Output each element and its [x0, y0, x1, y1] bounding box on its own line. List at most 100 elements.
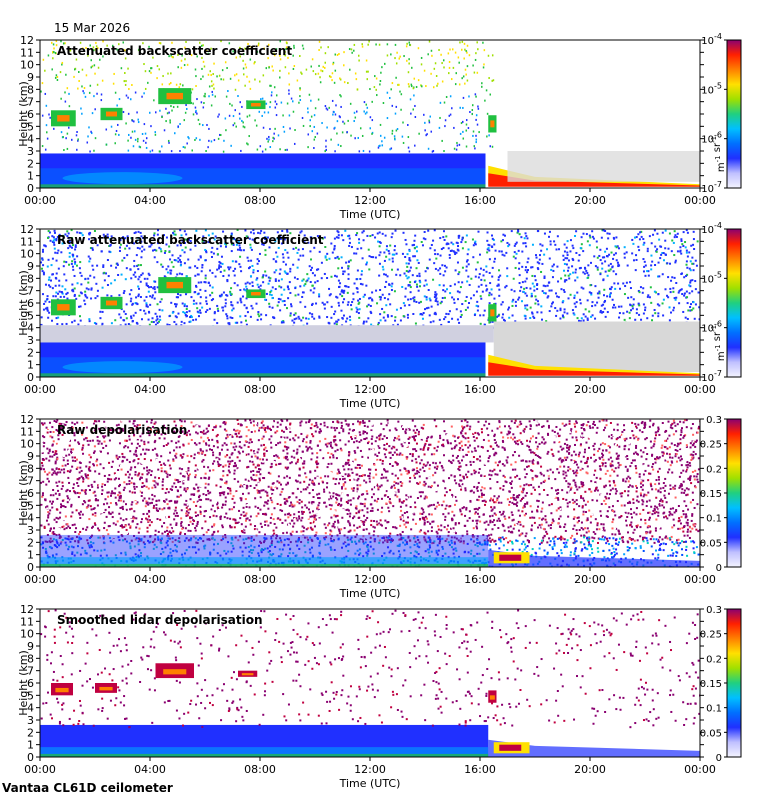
y-axis-label: Height (km) — [17, 650, 30, 716]
heatmap-field — [40, 229, 700, 377]
x-tick-label: 08:00 — [244, 194, 276, 207]
y-axis-label: Height (km) — [17, 81, 30, 147]
x-tick-label: 00:00 — [684, 383, 716, 396]
y-tick-label: 4 — [27, 512, 34, 525]
y-tick-label: 9 — [27, 640, 34, 653]
x-tick-label: 00:00 — [684, 573, 716, 586]
y-tick-label: 6 — [27, 487, 34, 500]
y-tick-label: 8 — [27, 462, 34, 475]
y-tick-label: 2 — [27, 536, 34, 549]
y-tick-label: 10 — [20, 59, 34, 72]
x-tick-label: 16:00 — [464, 573, 496, 586]
y-tick-label: 6 — [27, 108, 34, 121]
y-tick-label: 0 — [27, 371, 34, 384]
colorbar-tick-label: 10-5 — [701, 270, 722, 285]
panel-title: Raw attenuated backscatter coefficient — [57, 233, 324, 247]
y-tick-label: 12 — [20, 603, 34, 616]
y-tick-label: 3 — [27, 145, 34, 158]
colorbar-tick-label: 0.25 — [700, 630, 722, 641]
y-tick-label: 11 — [20, 425, 34, 438]
y-tick-label: 4 — [27, 133, 34, 146]
y-tick-label: 6 — [27, 297, 34, 310]
y-tick-label: 10 — [20, 438, 34, 451]
x-axis-label: Time (UTC) — [339, 777, 401, 790]
colorbar-tick-label: 0.25 — [700, 440, 722, 451]
y-tick-label: 8 — [27, 83, 34, 96]
heatmap-field — [40, 419, 700, 567]
site-label: Vantaa CL61D ceilometer — [2, 781, 173, 795]
heatmap-field — [40, 40, 700, 188]
colorbar-tick-label: 10-7 — [701, 180, 722, 195]
y-tick-label: 11 — [20, 235, 34, 248]
x-tick-label: 12:00 — [354, 383, 386, 396]
x-tick-label: 04:00 — [134, 573, 166, 586]
y-tick-label: 5 — [27, 120, 34, 133]
panel-title: Raw depolarisation — [57, 423, 187, 437]
colorbar-tick-label: 0.15 — [700, 679, 722, 690]
y-tick-label: 7 — [27, 475, 34, 488]
y-tick-label: 11 — [20, 615, 34, 628]
x-tick-label: 00:00 — [24, 194, 56, 207]
y-tick-label: 1 — [27, 170, 34, 183]
y-axis-label: Height (km) — [17, 460, 30, 526]
colorbar-tick-label: 0.15 — [700, 489, 722, 500]
colorbar-tick-label: 0.3 — [706, 605, 722, 616]
y-tick-label: 4 — [27, 322, 34, 335]
y-tick-label: 0 — [27, 182, 34, 195]
y-tick-label: 6 — [27, 677, 34, 690]
y-tick-label: 12 — [20, 34, 34, 47]
colorbar-tick-label: 0.05 — [700, 728, 722, 739]
x-tick-label: 16:00 — [464, 763, 496, 776]
x-tick-label: 20:00 — [574, 763, 606, 776]
colorbar — [726, 418, 742, 568]
colorbar-tick-label: 0 — [716, 563, 722, 574]
y-tick-label: 1 — [27, 359, 34, 372]
y-tick-label: 5 — [27, 499, 34, 512]
colorbar-tick-label: 0.2 — [706, 654, 722, 665]
y-tick-label: 12 — [20, 223, 34, 236]
x-tick-label: 12:00 — [354, 194, 386, 207]
x-tick-label: 20:00 — [574, 383, 606, 396]
colorbar — [726, 228, 742, 378]
x-tick-label: 08:00 — [244, 383, 276, 396]
x-axis-label: Time (UTC) — [339, 208, 401, 221]
colorbar-tick-label: 10-6 — [701, 131, 722, 146]
y-tick-label: 7 — [27, 285, 34, 298]
colorbar-tick-label: 0.2 — [706, 464, 722, 475]
colorbar-tick-label: 10-6 — [701, 320, 722, 335]
y-tick-label: 5 — [27, 689, 34, 702]
x-tick-label: 16:00 — [464, 194, 496, 207]
y-tick-label: 11 — [20, 46, 34, 59]
x-tick-label: 00:00 — [684, 194, 716, 207]
y-tick-label: 10 — [20, 248, 34, 261]
x-tick-label: 00:00 — [24, 573, 56, 586]
colorbar — [726, 608, 742, 758]
colorbar-units: m-1 sr-1 — [710, 136, 727, 172]
x-tick-label: 04:00 — [134, 194, 166, 207]
y-tick-label: 2 — [27, 157, 34, 170]
x-tick-label: 04:00 — [134, 763, 166, 776]
y-tick-label: 9 — [27, 71, 34, 84]
colorbar-tick-label: 10-4 — [701, 221, 722, 236]
y-tick-label: 10 — [20, 628, 34, 641]
x-tick-label: 16:00 — [464, 383, 496, 396]
x-tick-label: 12:00 — [354, 573, 386, 586]
y-tick-label: 2 — [27, 346, 34, 359]
y-tick-label: 1 — [27, 549, 34, 562]
panel-title: Smoothed lidar depolarisation — [57, 613, 263, 627]
y-tick-label: 0 — [27, 561, 34, 574]
y-tick-label: 3 — [27, 714, 34, 727]
x-tick-label: 20:00 — [574, 194, 606, 207]
x-tick-label: 20:00 — [574, 573, 606, 586]
y-tick-label: 9 — [27, 260, 34, 273]
y-tick-label: 1 — [27, 739, 34, 752]
colorbar-tick-label: 0.1 — [706, 514, 722, 525]
y-tick-label: 7 — [27, 96, 34, 109]
colorbar-tick-label: 0 — [716, 753, 722, 764]
colorbar-tick-label: 10-5 — [701, 81, 722, 96]
